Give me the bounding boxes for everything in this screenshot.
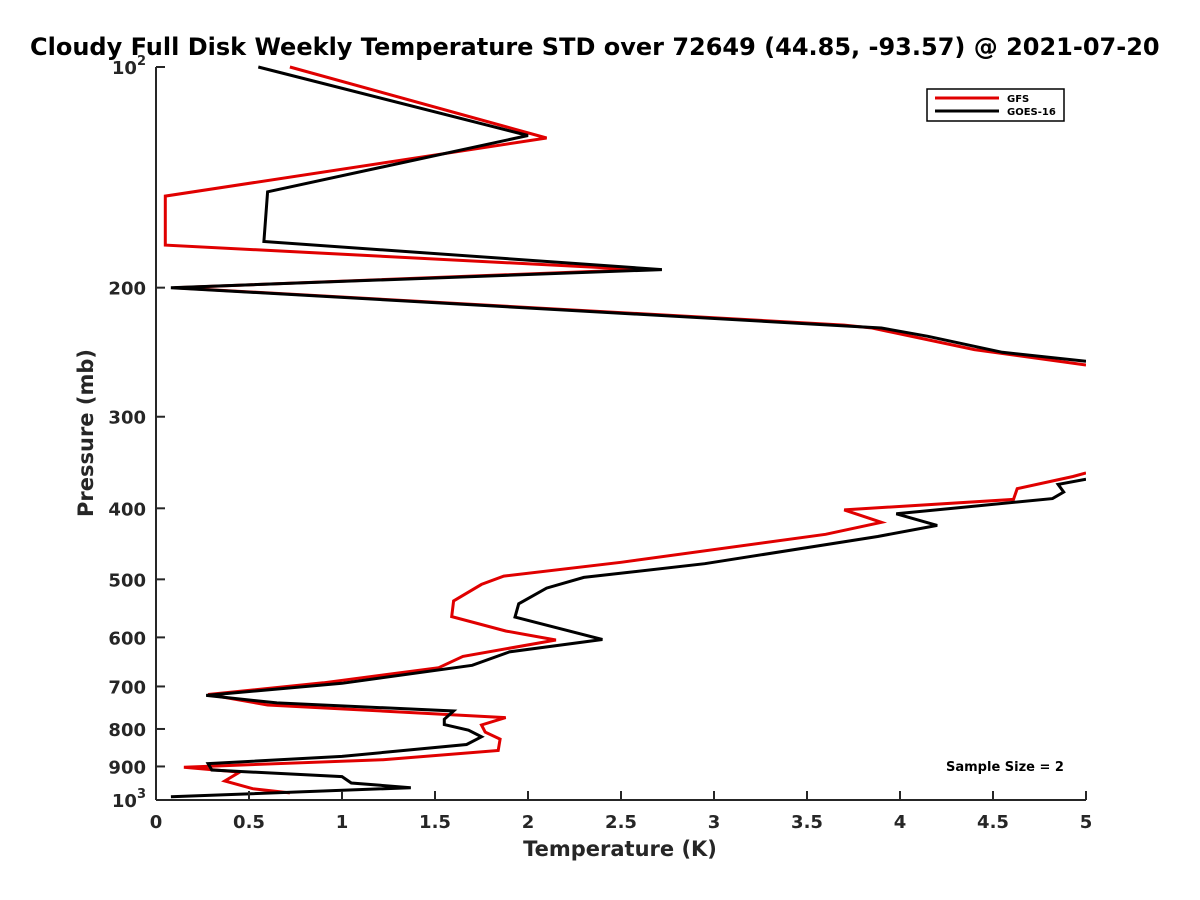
y-tick-label: 900	[108, 757, 146, 778]
sample-size-annotation: Sample Size = 2	[946, 760, 1064, 775]
y-tick-label: 102	[112, 54, 146, 79]
legend-box	[926, 88, 1065, 122]
y-tick-label: 600	[108, 628, 146, 649]
x-tick-label: 0.5	[233, 812, 265, 833]
x-tick-label: 5	[1080, 812, 1093, 833]
legend-label: GFS	[1007, 94, 1029, 105]
y-tick-label: 700	[108, 677, 146, 698]
series-line-gfs-segment-2	[183, 471, 1086, 795]
axes-layer: 0 0.5 1 1.5 2 2.5 3 3.5 4 4.5 5 102 200 300 400 500 600 7…	[108, 54, 1092, 833]
legend-label: GOES-16	[1007, 107, 1056, 118]
y-axis-label: Pressure (mb)	[74, 349, 98, 517]
y-tick-label: 800	[108, 720, 146, 741]
x-tick-label: 1.5	[419, 812, 451, 833]
series-line-goes-16-segment-1	[170, 65, 1086, 363]
chart-title: Cloudy Full Disk Weekly Temperature STD …	[30, 33, 1160, 61]
y-tick-label: 103	[112, 787, 146, 812]
x-tick-label: 4.5	[977, 812, 1009, 833]
legend: GFS GOES-16	[926, 88, 1065, 122]
series-line-goes-16-segment-2	[170, 477, 1086, 799]
x-tick-label: 4	[894, 812, 907, 833]
y-tick-label: 500	[108, 570, 146, 591]
x-tick-label: 3	[708, 812, 721, 833]
x-tick-label: 3.5	[791, 812, 823, 833]
series-layer	[163, 65, 1086, 799]
y-tick-label: 400	[108, 499, 146, 520]
x-tick-label: 2	[522, 812, 535, 833]
y-tick-label: 300	[108, 408, 146, 429]
y-tick-label: 200	[108, 279, 146, 300]
x-tick-label: 1	[336, 812, 349, 833]
x-tick-label: 0	[150, 812, 163, 833]
x-tick-label: 2.5	[605, 812, 637, 833]
x-axis-label: Temperature (K)	[523, 837, 717, 861]
